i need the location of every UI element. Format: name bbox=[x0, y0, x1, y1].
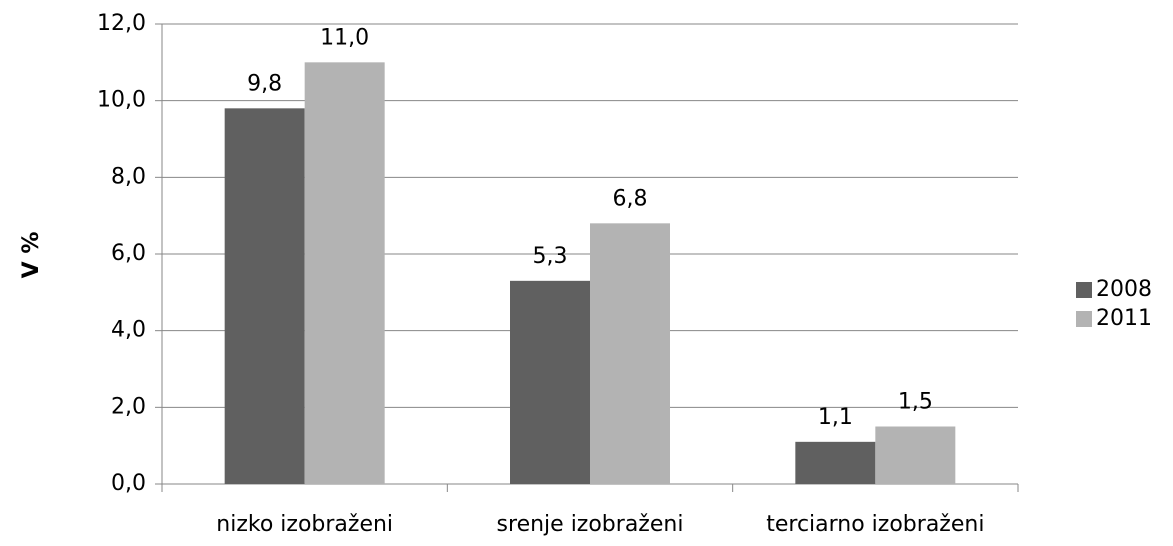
data-label: 5,3 bbox=[533, 244, 568, 269]
y-tick-label: 4,0 bbox=[111, 318, 146, 343]
bar bbox=[510, 280, 590, 484]
bar bbox=[795, 441, 876, 484]
data-label: 1,1 bbox=[818, 405, 853, 430]
y-tick-label: 2,0 bbox=[111, 394, 146, 419]
y-tick-label: 10,0 bbox=[97, 88, 146, 113]
y-tick-label: 8,0 bbox=[111, 164, 146, 189]
y-axis-label: V % bbox=[19, 232, 44, 279]
y-tick-label: 0,0 bbox=[111, 471, 146, 496]
data-label: 1,5 bbox=[898, 390, 933, 415]
bar bbox=[224, 108, 305, 484]
legend-label: 2008 bbox=[1096, 277, 1152, 302]
x-tick-label: nizko izobraženi bbox=[216, 512, 393, 537]
legend-swatch bbox=[1076, 311, 1092, 327]
x-tick-label: terciarno izobraženi bbox=[766, 512, 984, 537]
bar bbox=[875, 426, 956, 484]
x-tick-label: srenje izobraženi bbox=[497, 512, 684, 537]
data-label: 11,0 bbox=[320, 25, 369, 50]
y-tick-label: 12,0 bbox=[97, 11, 146, 36]
bar bbox=[590, 223, 670, 485]
bar bbox=[304, 62, 385, 484]
y-tick-label: 6,0 bbox=[111, 241, 146, 266]
data-label: 6,8 bbox=[613, 186, 648, 211]
legend-label: 2011 bbox=[1096, 306, 1152, 331]
data-label: 9,8 bbox=[247, 71, 282, 96]
legend-swatch bbox=[1076, 282, 1092, 298]
